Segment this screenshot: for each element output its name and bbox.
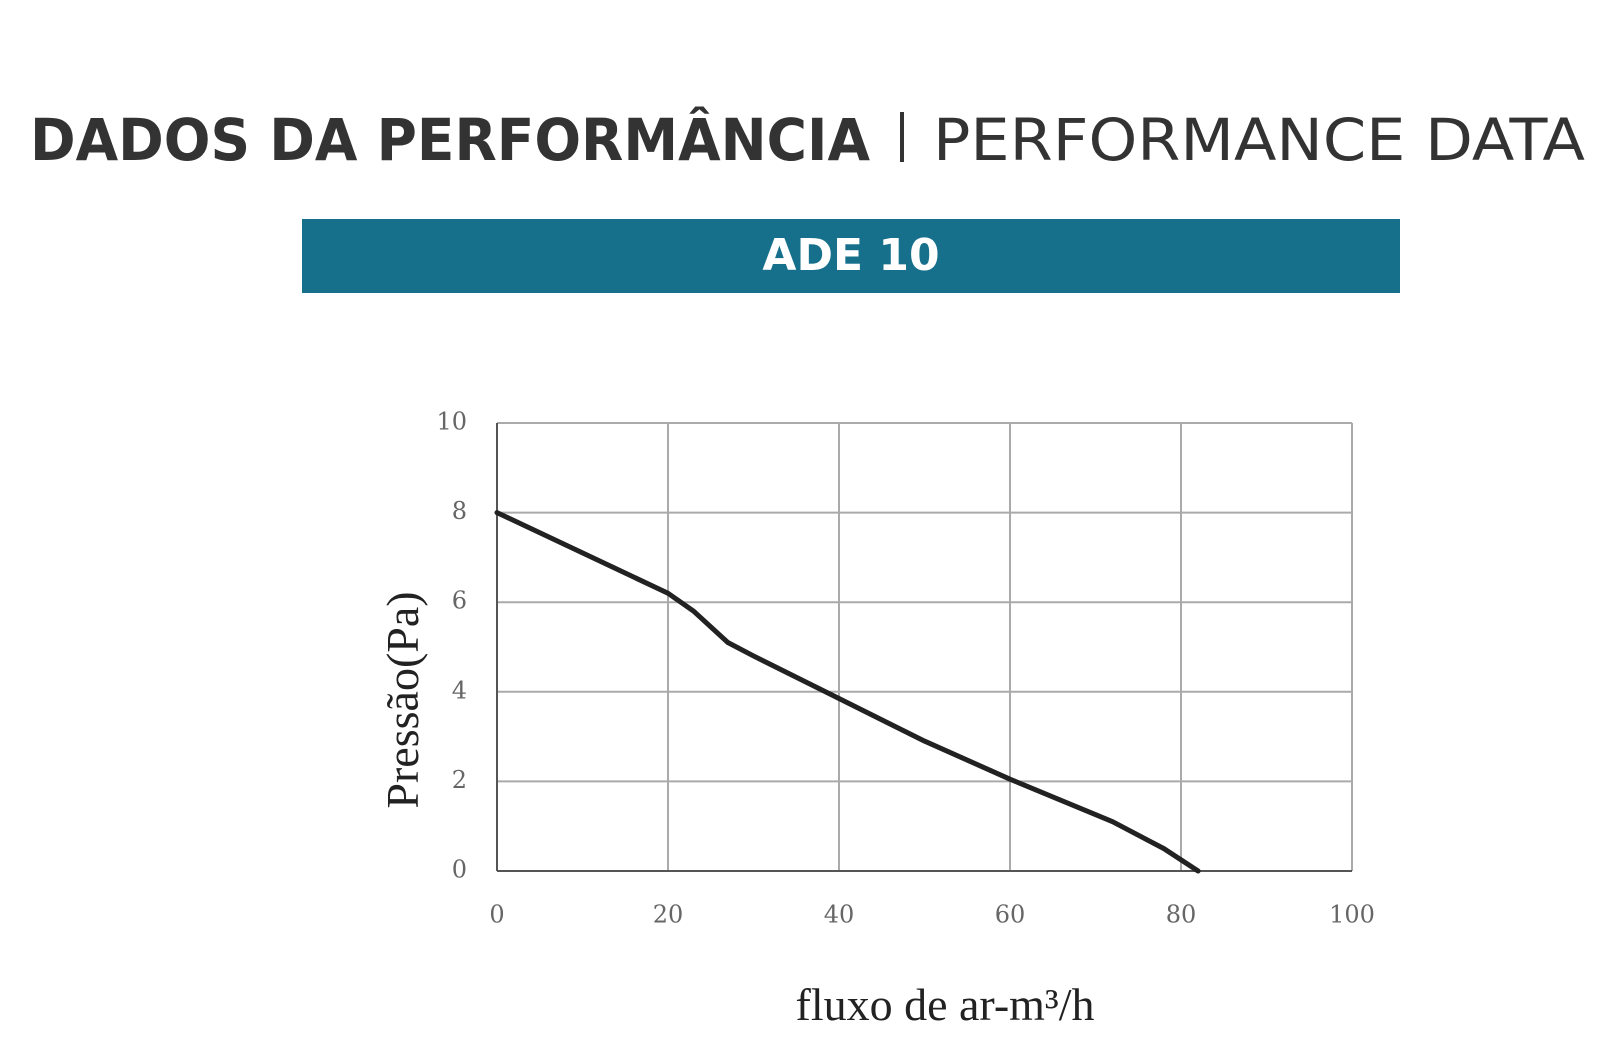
y-tick-label: 4 — [452, 676, 467, 704]
title-pt: DADOS DA PERFORMÂNCIA — [30, 105, 870, 174]
x-axis-title: fluxo de ar-m³/h — [796, 979, 1095, 1030]
x-tick-label: 0 — [489, 901, 504, 929]
x-tick-label: 100 — [1329, 901, 1375, 929]
data-line — [494, 510, 1201, 874]
x-tick-label: 60 — [995, 901, 1026, 929]
y-tick-label: 8 — [452, 497, 467, 525]
y-axis-title: Pressão(Pa) — [377, 591, 428, 808]
x-tick-label: 20 — [653, 901, 684, 929]
y-tick-label: 0 — [452, 856, 467, 884]
title-en: PERFORMANCE DATA — [933, 106, 1585, 174]
banner — [302, 219, 1400, 293]
y-tick-label: 10 — [436, 408, 467, 436]
x-tick-label: 40 — [824, 901, 855, 929]
banner-text: ADE 10 — [762, 230, 939, 281]
y-tick-label: 2 — [452, 766, 467, 794]
y-tick-label: 6 — [452, 587, 467, 615]
x-tick-label: 80 — [1166, 901, 1197, 929]
